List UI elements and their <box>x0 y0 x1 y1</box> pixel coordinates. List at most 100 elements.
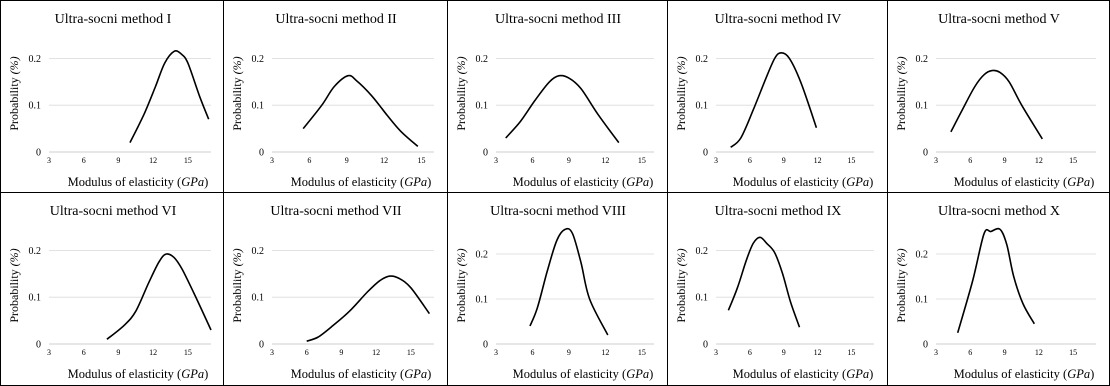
chart-svg-2: Ultra-socni method II 0 0.1 0.2 3 6 9 12 15 Modul… <box>230 12 434 189</box>
x-axis-label: Modulus of elasticity (GPa) <box>68 175 209 189</box>
y-tick-label: 0 <box>259 340 264 351</box>
chart-panel-1: Ultra-socni method I 0 0.1 0.2 3 6 9 12 15 Modulu… <box>0 0 224 193</box>
x-axis-label: Modulus of elasticity (GPa) <box>68 367 209 381</box>
series-line <box>529 227 609 336</box>
x-axis-label: Modulus of elasticity (GPa) <box>733 367 874 381</box>
y-axis-label: Probability (%) <box>7 56 21 130</box>
y-axis-label-text: Probability <box>230 77 244 130</box>
chart-title: Ultra-socni method II <box>275 12 397 27</box>
x-axis-unit: GPa <box>626 175 649 189</box>
y-tick-label: 0 <box>36 148 41 159</box>
y-tick-label: 0.2 <box>916 250 929 261</box>
y-axis-label-text: Probability <box>454 77 468 130</box>
x-axis-label: Modulus of elasticity (GPa) <box>291 367 432 381</box>
y-axis-label-text: Probability <box>230 269 244 322</box>
chart-panel-5: Ultra-socni method V 0 0.1 0.2 3 6 9 12 15 Modulu… <box>888 0 1110 193</box>
y-tick-label: 0.1 <box>696 293 709 304</box>
y-tick-label: 0 <box>703 340 708 351</box>
y-tick-label: 0 <box>703 148 708 159</box>
x-tick-label: 15 <box>1069 348 1077 357</box>
x-axis-unit: GPa <box>846 367 869 381</box>
y-tick-label: 0 <box>923 340 928 351</box>
x-tick-label: 15 <box>407 348 415 357</box>
y-axis-label-text: Probability <box>894 269 908 322</box>
x-axis-label: Modulus of elasticity (GPa) <box>733 175 874 189</box>
series-line <box>727 236 801 328</box>
x-tick-label: 3 <box>714 156 718 165</box>
series-line <box>956 227 1035 334</box>
x-axis-label-text: Modulus of elasticity <box>291 175 398 189</box>
chart-panel-6: Ultra-socni method VI 0 0.1 0.2 3 6 9 12 15 Modul… <box>0 193 224 386</box>
y-axis-label: Probability (%) <box>230 56 244 130</box>
chart-title: Ultra-socni method VI <box>50 204 177 219</box>
x-tick-label: 6 <box>748 348 752 357</box>
series-line <box>730 52 818 148</box>
y-tick-label: 0.1 <box>476 295 489 306</box>
x-tick-label: 9 <box>116 156 120 165</box>
chart-panel-8: Ultra-socni method VIII 0 0.1 0.2 3 6 9 12 15 Mod… <box>448 193 668 386</box>
x-tick-label: 6 <box>968 348 972 357</box>
x-axis-label-text: Modulus of elasticity <box>733 175 840 189</box>
x-tick-label: 9 <box>345 156 349 165</box>
chart-svg-4: Ultra-socni method IV 0 0.1 0.2 3 6 9 12 15 Modul… <box>674 12 874 189</box>
y-axis-label: Probability (%) <box>894 248 908 322</box>
x-tick-label: 12 <box>372 348 380 357</box>
chart-title: Ultra-socni method IV <box>715 12 842 27</box>
x-axis-unit: GPa <box>846 175 869 189</box>
y-axis-label-text: Probability <box>674 269 688 322</box>
y-axis-label-text: Probability <box>454 269 468 322</box>
y-tick-label: 0.2 <box>696 54 709 65</box>
x-tick-label: 12 <box>814 156 822 165</box>
chart-panel-7: Ultra-socni method VII 0 0.1 0.2 3 6 9 12 15 Modu… <box>224 193 448 386</box>
y-axis-unit: % <box>894 252 908 262</box>
y-tick-label: 0.2 <box>476 54 489 65</box>
x-axis-label: Modulus of elasticity (GPa) <box>954 175 1095 189</box>
x-axis-unit: GPa <box>626 367 649 381</box>
x-axis-label-text: Modulus of elasticity <box>513 367 620 381</box>
x-tick-label: 15 <box>184 348 192 357</box>
y-axis-unit: % <box>230 60 244 70</box>
y-axis-label-text: Probability <box>7 269 21 322</box>
x-tick-label: 3 <box>270 156 274 165</box>
y-axis-label: Probability (%) <box>454 56 468 130</box>
x-tick-label: 12 <box>149 156 157 165</box>
x-tick-label: 15 <box>418 156 426 165</box>
x-axis-label: Modulus of elasticity (GPa) <box>513 175 654 189</box>
x-tick-label: 9 <box>339 348 343 357</box>
y-tick-label: 0.1 <box>252 101 265 112</box>
x-axis-unit: GPa <box>1067 367 1090 381</box>
x-tick-label: 3 <box>270 348 274 357</box>
chart-panel-10: Ultra-socni method X 0 0.1 0.2 3 6 9 12 15 Modulu… <box>888 193 1110 386</box>
y-tick-label: 0.2 <box>476 250 489 261</box>
x-tick-label: 6 <box>305 348 309 357</box>
x-axis-unit: GPa <box>404 367 427 381</box>
x-tick-label: 9 <box>782 156 786 165</box>
x-tick-label: 9 <box>1003 156 1007 165</box>
y-tick-label: 0.1 <box>916 101 929 112</box>
y-axis-unit: % <box>7 60 21 70</box>
x-tick-label: 9 <box>116 348 120 357</box>
x-tick-label: 3 <box>494 156 498 165</box>
x-axis-unit: GPa <box>404 175 427 189</box>
x-tick-label: 6 <box>748 156 752 165</box>
chart-panel-3: Ultra-socni method III 0 0.1 0.2 3 6 9 12 15 Modu… <box>448 0 668 193</box>
y-tick-label: 0.2 <box>252 246 265 257</box>
y-axis-unit: % <box>674 60 688 70</box>
chart-svg-6: Ultra-socni method VI 0 0.1 0.2 3 6 9 12 15 Modul… <box>7 204 212 381</box>
x-tick-label: 12 <box>380 156 388 165</box>
y-axis-label: Probability (%) <box>894 56 908 130</box>
y-tick-label: 0 <box>483 148 488 159</box>
x-tick-label: 3 <box>47 348 51 357</box>
series-line <box>129 50 210 143</box>
x-tick-label: 3 <box>934 156 938 165</box>
y-tick-label: 0.1 <box>29 293 42 304</box>
x-tick-label: 12 <box>149 348 157 357</box>
y-axis-label-text: Probability <box>894 77 908 130</box>
y-tick-label: 0.1 <box>252 293 265 304</box>
x-tick-label: 9 <box>782 348 786 357</box>
x-tick-label: 3 <box>934 348 938 357</box>
chart-panel-9: Ultra-socni method IX 0 0.1 0.2 3 6 9 12 15 Modul… <box>668 193 888 386</box>
y-axis-unit: % <box>454 60 468 70</box>
y-tick-label: 0.1 <box>476 101 489 112</box>
chart-title: Ultra-socni method V <box>938 12 1060 27</box>
